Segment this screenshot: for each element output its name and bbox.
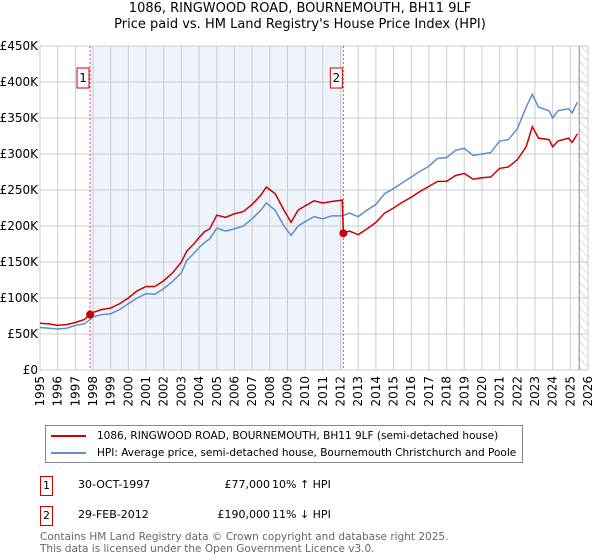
sale-date: 30-OCT-1997 [78, 478, 151, 491]
sale-price: £190,000 [217, 508, 271, 521]
legend-item-property: 1086, RINGWOOD ROAD, BOURNEMOUTH, BH11 9… [46, 427, 516, 444]
hpi-line [39, 92, 579, 330]
y-tick-label: £0 [23, 363, 38, 377]
y-tick-label: £400K [0, 75, 39, 89]
y-tick-label: £350K [0, 111, 39, 125]
x-tick-label: 2020 [475, 376, 489, 407]
attribution: Contains HM Land Registry data © Crown c… [40, 531, 448, 555]
x-tick-label: 2026 [581, 376, 595, 407]
forecast-hatch [579, 46, 588, 370]
y-tick-label: £50K [7, 327, 39, 341]
x-tick-label: 2008 [263, 376, 277, 407]
x-tick-label: 2022 [510, 376, 524, 407]
y-tick-label: £450K [0, 39, 39, 53]
x-tick-label: 2006 [227, 376, 241, 407]
sale-date: 29-FEB-2012 [78, 508, 149, 521]
chart-title: 1086, RINGWOOD ROAD, BOURNEMOUTH, BH11 9… [0, 1, 600, 33]
x-tick-label: 2018 [440, 376, 454, 407]
sale-price: £77,000 [224, 478, 271, 491]
x-tick-label: 2010 [298, 376, 312, 407]
x-tick-label: 2024 [546, 376, 560, 407]
attribution-line: This data is licensed under the Open Gov… [40, 543, 375, 555]
sale-marker-badge: 1 [40, 476, 53, 496]
y-tick-label: £150K [0, 255, 39, 269]
legend: 1086, RINGWOOD ROAD, BOURNEMOUTH, BH11 9… [45, 425, 524, 463]
sale-label-box [329, 67, 343, 89]
x-tick-label: 1999 [104, 376, 118, 407]
sale-point [339, 229, 348, 238]
sale-hpi-diff: 11% ↓ HPI [272, 508, 331, 521]
x-tick-label: 2002 [157, 376, 171, 407]
x-tick-label: 2021 [493, 376, 507, 407]
x-tick-label: 2016 [404, 376, 418, 407]
x-tick-label: 2003 [174, 376, 188, 407]
legend-label: HPI: Average price, semi-detached house,… [97, 446, 517, 459]
sale-label: 2 [333, 71, 341, 85]
sale-row-2: 2 29-FEB-2012 £190,000 11% ↓ HPI [40, 506, 540, 526]
x-tick-label: 2001 [139, 376, 153, 407]
price-chart: 1995 1996 1997 1998 1999 2000 2001 2002 2003 2004… [0, 39, 595, 407]
x-tick-label: 1998 [86, 376, 100, 407]
y-tick-label: £250K [0, 183, 39, 197]
x-tick-label: 2012 [334, 376, 348, 407]
x-tick-label: 1997 [68, 376, 82, 407]
title-line: 1086, RINGWOOD ROAD, BOURNEMOUTH, BH11 9… [128, 1, 472, 16]
x-tick-label: 2015 [387, 376, 401, 407]
x-tick-label: 2019 [457, 376, 471, 407]
x-tick-label: 1995 [33, 376, 47, 407]
sale-label-box [76, 67, 90, 89]
sale-marker-badge: 2 [40, 506, 53, 526]
x-tick-label: 2005 [210, 376, 224, 407]
property-price-line [39, 124, 579, 327]
x-tick-label: 2023 [528, 376, 542, 407]
x-tick-label: 2013 [351, 376, 365, 407]
legend-item-hpi: HPI: Average price, semi-detached house,… [46, 444, 516, 461]
y-tick-label: £200K [0, 219, 39, 233]
x-tick-label: 2011 [316, 376, 330, 407]
red-line-swatch [51, 434, 86, 437]
x-tick-label: 2009 [280, 376, 294, 407]
sale-label: 1 [79, 71, 87, 85]
y-tick-label: £300K [0, 147, 39, 161]
x-tick-label: 2017 [422, 376, 436, 407]
x-tick-label: 2014 [369, 376, 383, 407]
attribution-line: Contains HM Land Registry data © Crown c… [40, 531, 449, 543]
legend-label: 1086, RINGWOOD ROAD, BOURNEMOUTH, BH11 9… [97, 429, 499, 442]
x-tick-label: 2000 [121, 376, 135, 407]
sale-row-1: 1 30-OCT-1997 £77,000 10% ↑ HPI [40, 476, 540, 496]
x-tick-label: 2004 [192, 376, 206, 407]
sale-point [86, 310, 95, 319]
x-tick-label: 2007 [245, 376, 259, 407]
y-tick-label: £100K [0, 291, 39, 305]
x-tick-label: 1996 [51, 376, 65, 407]
x-tick-label: 2025 [563, 376, 577, 407]
blue-line-swatch [51, 451, 86, 454]
sale-hpi-diff: 10% ↑ HPI [272, 478, 331, 491]
subtitle-line: Price paid vs. HM Land Registry's House … [114, 17, 486, 32]
